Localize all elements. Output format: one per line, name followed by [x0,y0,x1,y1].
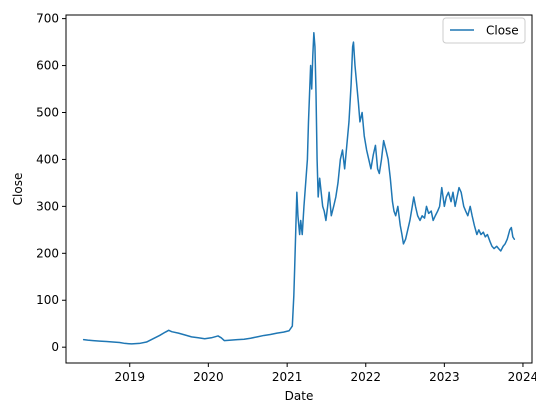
y-tick-label: 600 [36,59,59,73]
x-tick-label: 2019 [114,370,145,384]
x-tick-label: 2020 [193,370,224,384]
x-tick-label: 2021 [272,370,303,384]
legend-label-close: Close [486,24,519,38]
y-tick-label: 0 [51,340,59,354]
axis-ticks: 2019 2020 2021 2022 2023 2024 0 100 200 300 400 500… [36,12,536,384]
series-line-close [82,31,516,345]
y-tick-label: 500 [36,105,59,119]
legend-box [442,17,526,44]
y-tick-label: 300 [36,199,59,213]
x-axis-label: Date [285,389,314,403]
y-tick-label: 700 [36,12,59,26]
plot-area-frame [65,14,533,364]
x-tick-label: 2022 [350,370,381,384]
y-tick-label: 400 [36,152,59,166]
y-axis-label: Close [11,173,25,206]
x-tick-label: 2024 [508,370,536,384]
legend: Close [442,17,526,44]
y-tick-label: 200 [36,246,59,260]
x-tick-label: 2023 [429,370,460,384]
y-tick-label: 100 [36,293,59,307]
